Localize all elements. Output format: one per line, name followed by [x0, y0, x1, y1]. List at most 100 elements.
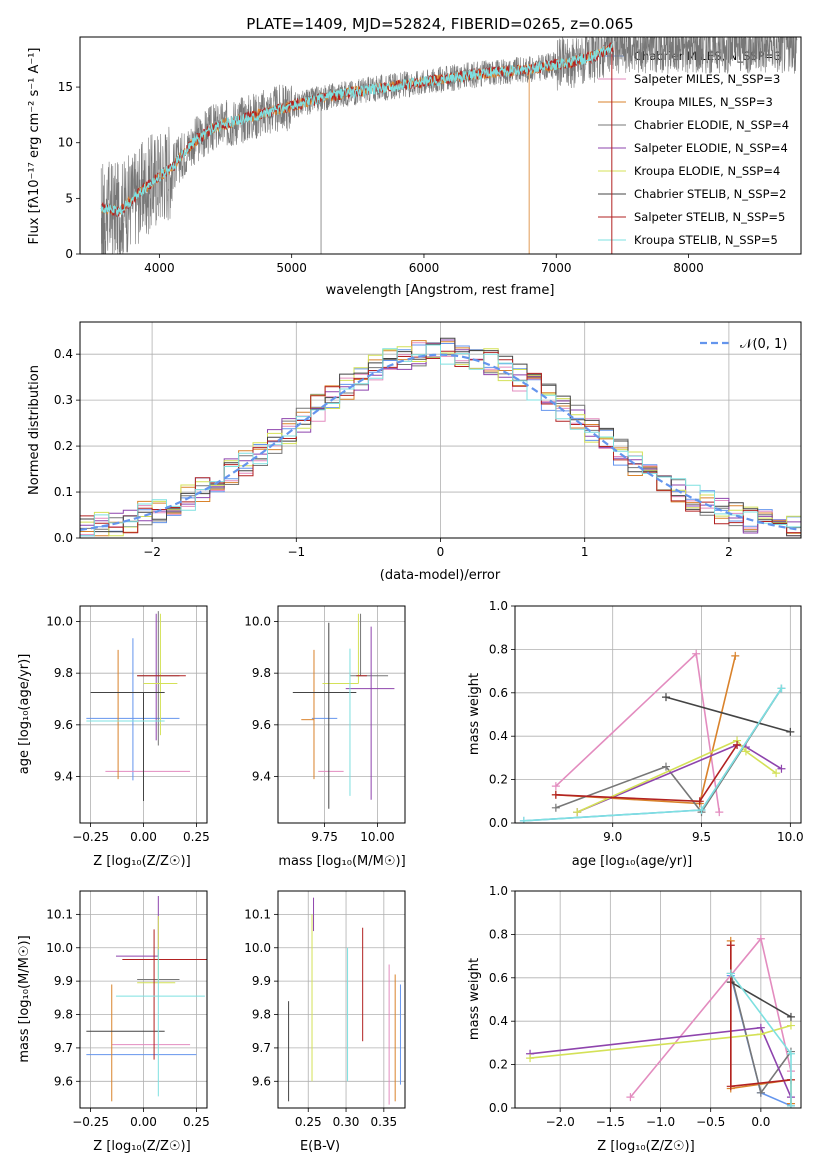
x-tick-label: 7000 — [541, 261, 572, 275]
axes-frame — [79, 321, 802, 539]
y-tick-label: 0.6 — [489, 971, 508, 985]
axes-frame — [79, 36, 802, 255]
data-point — [661, 693, 670, 702]
y-tick-label: 0.8 — [489, 927, 508, 941]
legend-label: Salpeter ELODIE, N_SSP=4 — [634, 141, 788, 155]
data-point — [777, 764, 786, 773]
x-tick-label: −1 — [287, 545, 305, 559]
legend-entry: Chabrier ELODIE, N_SSP=4 — [598, 118, 789, 132]
x-tick-label: −2.0 — [546, 1115, 575, 1129]
spectrum-legend: Chabrier MILES, N_SSP=3 Salpeter MILES, … — [598, 49, 789, 247]
mass_vs_z-plot-area — [86, 896, 207, 1102]
y-tick-label: 9.8 — [54, 666, 73, 680]
spectrum-axes: 4000 5000 6000 7000 8000 0 5 10 15 — [58, 36, 802, 275]
data-point — [715, 808, 724, 817]
y-tick-label: 9.6 — [54, 718, 73, 732]
y-tick-label: 1.0 — [489, 884, 508, 898]
series-kroupa-stelib — [726, 969, 795, 1108]
weight-vs-age-xlabel: age [log₁₀(age/yr)] — [572, 854, 693, 869]
age-vs-z-ylabel: age [log₁₀(age/yr)] — [17, 654, 32, 775]
weight_vs_age-plot-area — [519, 649, 795, 823]
data-point — [726, 1082, 735, 1091]
point-kroupa-stelib — [115, 949, 205, 1097]
data-point — [692, 649, 701, 658]
legend-entry: Kroupa STELIB, N_SSP=5 — [598, 233, 778, 247]
y-tick-label: 9.8 — [252, 1008, 271, 1022]
point-chabrier-miles — [86, 638, 180, 781]
legend-label: Kroupa ELODIE, N_SSP=4 — [634, 164, 780, 178]
data-point — [695, 797, 704, 806]
point-salpeter-elodie — [345, 626, 395, 800]
data-point — [726, 941, 735, 950]
series-chabrier-stelib — [661, 693, 795, 736]
point-chabrier-stelib — [292, 622, 357, 809]
legend-label: Salpeter MILES, N_SSP=3 — [634, 72, 780, 86]
x-tick-label: 0 — [437, 545, 445, 559]
series-salpeter-miles — [551, 649, 724, 817]
legend-label: Salpeter STELIB, N_SSP=5 — [634, 210, 785, 224]
data-point — [777, 684, 786, 693]
y-tick-label: 10.1 — [46, 907, 73, 921]
data-point — [626, 1093, 635, 1102]
data-point — [756, 934, 765, 943]
model-spectrum-kroupa-stelib — [100, 42, 614, 216]
x-tick-label: 9.0 — [603, 830, 622, 844]
y-tick-label: 9.7 — [252, 1041, 271, 1055]
gaussian-curve — [80, 353, 801, 531]
x-tick-label: 0.25 — [295, 1115, 322, 1129]
y-tick-label: 0.4 — [489, 1014, 508, 1028]
axes-frame — [277, 605, 406, 824]
legend-label: Chabrier STELIB, N_SSP=2 — [634, 187, 786, 201]
y-tick-label: 9.7 — [54, 1041, 73, 1055]
mass-vs-ebv-xlabel: E(B-V) — [300, 1139, 340, 1154]
x-tick-label: 0.35 — [370, 1115, 397, 1129]
y-tick-label: 0.4 — [489, 729, 508, 743]
y-tick-label: 9.6 — [252, 1074, 271, 1088]
data-point — [519, 816, 528, 823]
legend-entry: Kroupa ELODIE, N_SSP=4 — [598, 164, 780, 178]
age_vs_z-axes: −0.25 0.00 0.25 9.4 9.6 9.8 10.0 — [46, 605, 210, 844]
mass_vs_z-axes: −0.25 0.00 0.25 9.6 9.7 9.8 9.9 10.0 10.1 — [46, 890, 210, 1129]
y-tick-label: 0.0 — [489, 1101, 508, 1115]
y-tick-label: 10.0 — [244, 941, 271, 955]
x-tick-label: 1 — [581, 545, 589, 559]
data-point — [786, 1049, 795, 1058]
data-point — [661, 762, 670, 771]
mass_vs_ebv-axes: 0.25 0.30 0.35 9.6 9.7 9.8 9.9 10.0 10.1 — [244, 890, 406, 1129]
x-tick-label: 5000 — [276, 261, 307, 275]
x-tick-label: 9.75 — [311, 830, 338, 844]
residuals-plot-area — [80, 337, 801, 537]
point-chabrier-elodie — [349, 613, 389, 677]
spectrum-title: PLATE=1409, MJD=52824, FIBERID=0265, z=0… — [246, 15, 633, 33]
x-tick-label: 0.25 — [183, 830, 210, 844]
x-tick-label: 0.00 — [130, 1115, 157, 1129]
y-tick-label: 9.9 — [252, 974, 271, 988]
y-tick-label: 0.8 — [489, 642, 508, 656]
age_vs_z-plot-area — [86, 611, 191, 802]
point-kroupa-elodie — [143, 613, 178, 736]
axes-frame — [277, 890, 406, 1109]
mass-vs-z-ylabel: mass [log₁₀(M/M☉)] — [17, 935, 32, 1062]
y-tick-label: 10.0 — [46, 615, 73, 629]
axes-frame — [79, 605, 208, 824]
y-tick-label: 9.4 — [54, 770, 73, 784]
legend-label: Kroupa MILES, N_SSP=3 — [634, 95, 773, 109]
x-tick-label: −1.5 — [596, 1115, 625, 1129]
y-tick-label: 0.0 — [54, 531, 73, 545]
axes-frame — [514, 605, 802, 824]
y-tick-label: 9.8 — [252, 666, 271, 680]
point-salpeter-elodie — [115, 896, 159, 957]
legend-entry: Salpeter STELIB, N_SSP=5 — [598, 210, 785, 224]
data-point — [551, 782, 560, 791]
y-tick-label: 10.0 — [46, 941, 73, 955]
series-line — [576, 739, 777, 813]
weight-vs-age-ylabel: mass weight — [467, 673, 482, 755]
y-tick-label: 0.6 — [489, 686, 508, 700]
x-tick-label: 10.0 — [777, 830, 804, 844]
legend-entry: Salpeter MILES, N_SSP=3 — [598, 72, 780, 86]
series-kroupa-elodie — [573, 736, 781, 817]
x-tick-label: 10.00 — [360, 830, 394, 844]
legend-entry: Kroupa MILES, N_SSP=3 — [598, 95, 773, 109]
x-tick-label: −0.5 — [696, 1115, 725, 1129]
